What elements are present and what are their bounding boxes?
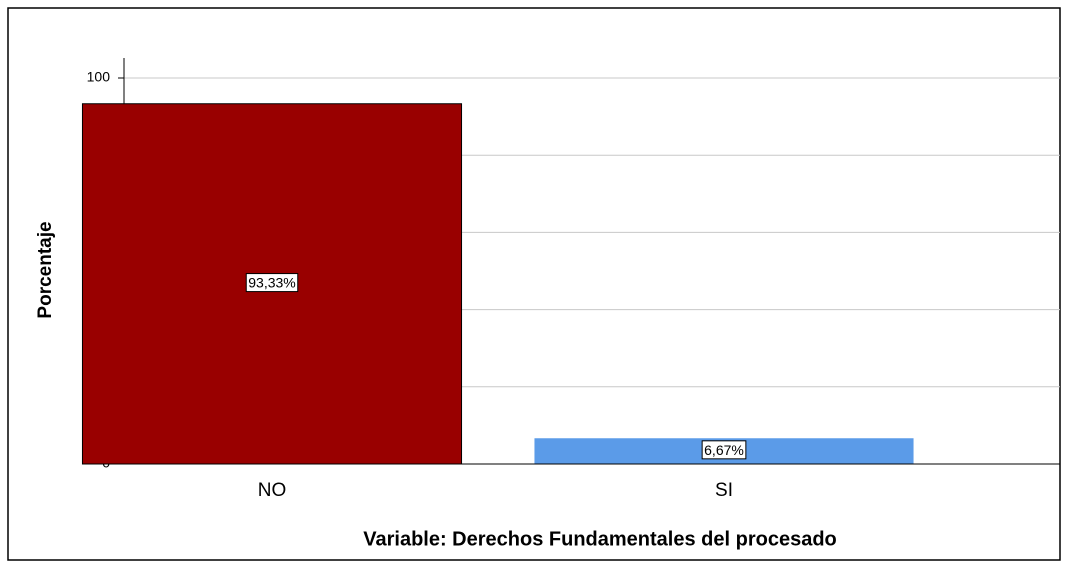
data-label: 93,33% (248, 275, 295, 291)
data-label: 6,67% (704, 442, 744, 458)
x-tick-label: SI (715, 480, 733, 501)
data-label-box (245, 273, 299, 293)
x-axis-title: Variable: Derechos Fundamentales del pro… (363, 528, 837, 550)
y-axis-title: Porcentaje (35, 221, 56, 318)
y-tick-label: 100 (87, 69, 111, 85)
data-label-box (701, 440, 747, 460)
x-tick-label: NO (258, 480, 287, 501)
